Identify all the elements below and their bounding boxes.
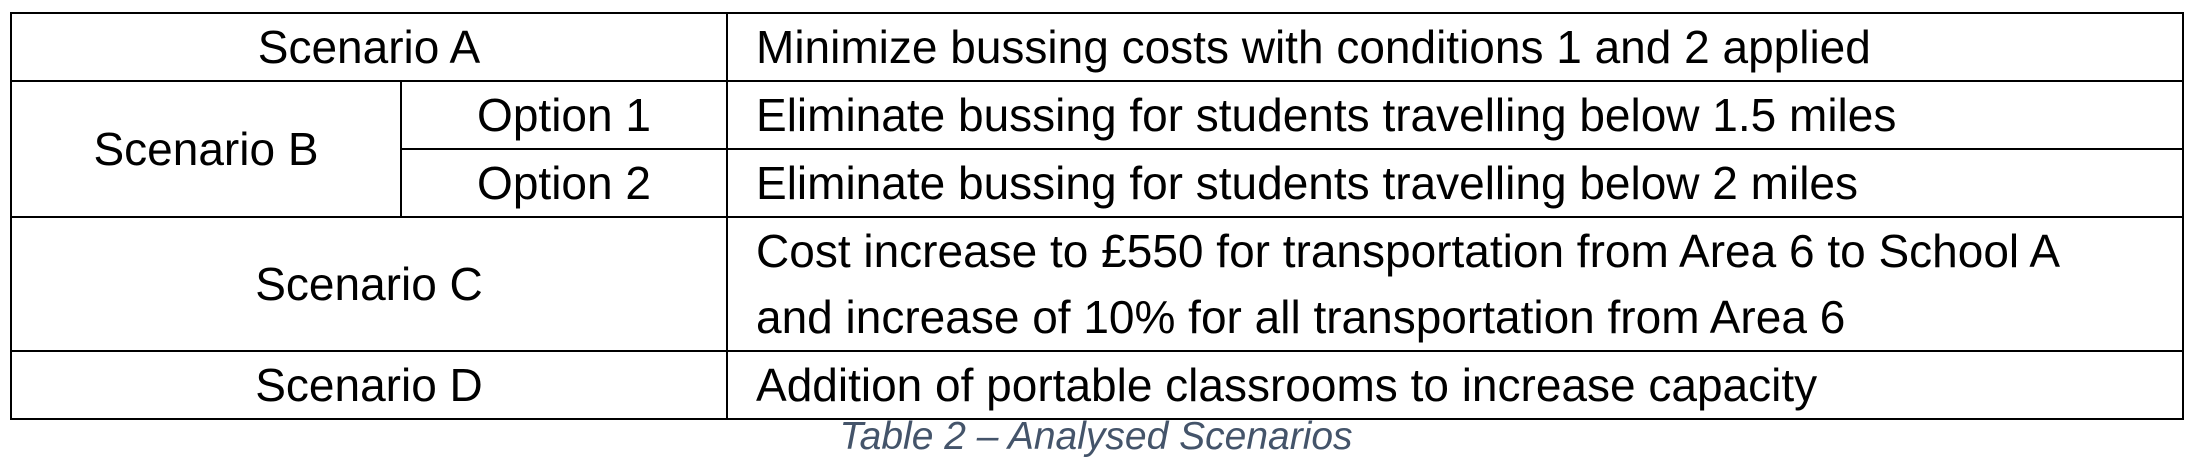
scenario-b-option-2-description: Eliminate bussing for students travellin… — [726, 148, 2185, 218]
scenario-a-description: Minimize bussing costs with conditions 1… — [726, 12, 2185, 82]
scenario-b-option-2-label: Option 2 — [399, 148, 729, 218]
scenarios-table: Scenario A Minimize bussing costs with c… — [9, 12, 2185, 420]
scenario-c-name: Scenario C — [9, 216, 729, 352]
scenario-b-option-1-label: Option 1 — [399, 80, 729, 150]
table-row-scenario-c: Scenario C Cost increase to £550 for tra… — [9, 216, 2185, 352]
scenario-a-name: Scenario A — [9, 12, 729, 82]
scenario-c-description: Cost increase to £550 for transportation… — [726, 216, 2185, 352]
scenario-b-name: Scenario B — [10, 80, 402, 218]
table-row-scenario-a: Scenario A Minimize bussing costs with c… — [9, 12, 2185, 82]
table-caption: Table 2 – Analysed Scenarios — [839, 415, 1353, 458]
scenario-d-name: Scenario D — [9, 350, 729, 420]
scenario-c-description-line-1: Cost increase to £550 for transportation… — [756, 225, 2061, 277]
scenario-c-description-line-2: and increase of 10% for all transportati… — [756, 291, 1846, 343]
scenario-d-description: Addition of portable classrooms to incre… — [726, 350, 2185, 420]
table-row-scenario-b-option-1: Scenario B Option 1 Eliminate bussing fo… — [10, 80, 2185, 218]
table-row-scenario-b-option-2: Option 2 Eliminate bussing for students … — [11, 148, 2185, 218]
table-row-scenario-d: Scenario D Addition of portable classroo… — [9, 350, 2185, 420]
scenario-b-option-1-description: Eliminate bussing for students travellin… — [726, 80, 2185, 150]
